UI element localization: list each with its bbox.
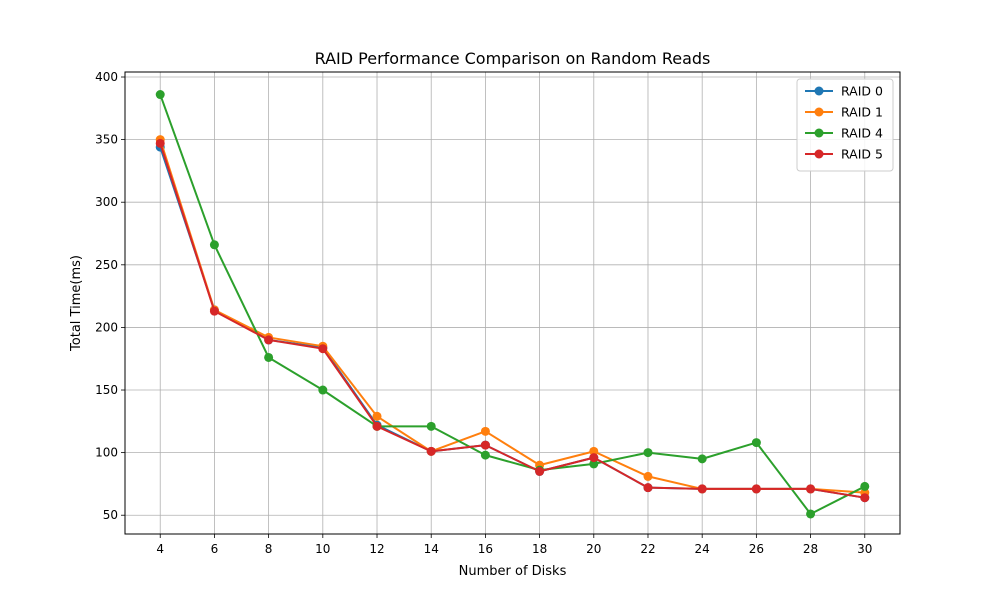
legend-item: RAID 5 (805, 147, 883, 162)
legend-item: RAID 1 (805, 105, 883, 120)
x-tick-label: 14 (424, 542, 439, 556)
data-point (426, 446, 436, 456)
legend-label: RAID 4 (841, 126, 883, 141)
axis-ticks: 4 6 8 10 12 14 16 18 20 22 24 26 28 30 50 100 150 200 250 3… (95, 70, 872, 556)
data-point (480, 440, 490, 450)
legend: RAID 0 RAID 1 RAID 4 RAID 5 (796, 78, 894, 172)
y-tick-label: 250 (95, 258, 118, 272)
data-point (643, 471, 653, 481)
legend-item: RAID 4 (805, 126, 883, 141)
x-tick-label: 28 (803, 542, 818, 556)
series-raid-5 (155, 138, 870, 503)
data-point (751, 438, 761, 448)
data-point (589, 459, 599, 469)
x-tick-label: 18 (532, 542, 547, 556)
plot-frame (124, 71, 901, 535)
y-tick-label: 400 (95, 70, 118, 84)
data-point (806, 484, 816, 494)
data-point (751, 484, 761, 494)
data-point (264, 352, 274, 362)
series-line (159, 94, 866, 515)
series-raid-4 (155, 90, 870, 519)
grid (125, 72, 900, 534)
data-point (697, 484, 707, 494)
chart-title: RAID Performance Comparison on Random Re… (315, 49, 711, 68)
x-tick-label: 12 (369, 542, 384, 556)
x-tick-label: 20 (586, 542, 601, 556)
y-tick-label: 100 (95, 446, 118, 460)
y-tick-label: 150 (95, 383, 118, 397)
x-tick-label: 6 (211, 542, 219, 556)
y-tick-label: 300 (95, 195, 118, 209)
legend-label: RAID 5 (841, 147, 883, 162)
x-tick-label: 30 (857, 542, 872, 556)
x-tick-label: 16 (478, 542, 493, 556)
legend-label: RAID 1 (841, 105, 883, 120)
data-point (480, 450, 490, 460)
x-tick-label: 26 (749, 542, 764, 556)
data-point (643, 483, 653, 493)
legend-marker (814, 107, 824, 117)
y-tick-label: 350 (95, 133, 118, 147)
x-axis-label: Number of Disks (459, 564, 567, 579)
x-tick-label: 10 (315, 542, 330, 556)
data-point (209, 306, 219, 316)
data-point (318, 344, 328, 354)
x-tick-label: 8 (265, 542, 273, 556)
data-point (209, 240, 219, 250)
legend-box (796, 78, 894, 172)
series-raid-1 (155, 135, 870, 498)
data-point (860, 493, 870, 503)
data-point (589, 446, 599, 456)
legend-label: RAID 0 (841, 84, 883, 99)
data-point (697, 454, 707, 464)
data-point (535, 466, 545, 476)
data-point (372, 411, 382, 421)
data-point (860, 481, 870, 491)
data-point (372, 421, 382, 431)
data-point (155, 90, 165, 100)
x-tick-label: 22 (640, 542, 655, 556)
legend-marker (814, 149, 824, 159)
data-point (426, 421, 436, 431)
data-point (480, 426, 490, 436)
data-point (264, 335, 274, 345)
data-point (318, 385, 328, 395)
x-tick-label: 4 (156, 542, 164, 556)
data-point (155, 138, 165, 148)
legend-item: RAID 0 (805, 84, 883, 99)
legend-marker (814, 86, 824, 96)
y-axis-label: Total Time(ms) (69, 255, 84, 352)
y-tick-label: 200 (95, 320, 118, 334)
x-tick-label: 24 (695, 542, 710, 556)
y-tick-label: 50 (103, 508, 118, 522)
plot-series (155, 90, 870, 519)
legend-marker (814, 128, 824, 138)
series-line (159, 143, 865, 499)
data-point (806, 509, 816, 519)
data-point (589, 453, 599, 463)
data-point (643, 448, 653, 458)
